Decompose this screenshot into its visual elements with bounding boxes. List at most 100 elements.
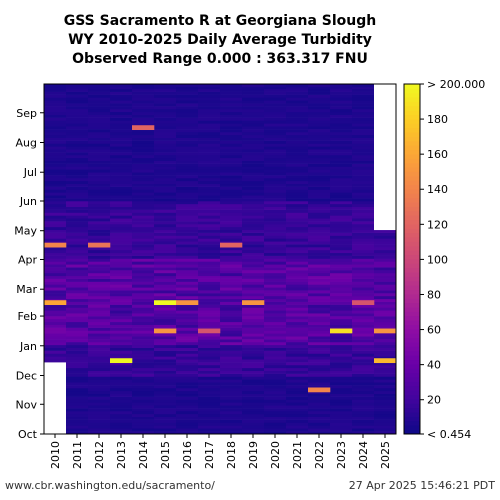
heatmap-cell: [176, 287, 199, 291]
heatmap-cell: [308, 261, 331, 265]
heatmap-cell: [44, 163, 67, 167]
heatmap-cell: [110, 226, 133, 231]
heatmap-cell: [44, 123, 67, 127]
heatmap-cell: [88, 359, 111, 363]
heatmap-cell: [374, 344, 397, 348]
heatmap-cell: [286, 287, 309, 291]
y-tick-label-jul: Jul: [23, 166, 37, 179]
heatmap-cell: [176, 272, 199, 277]
heatmap-cell: [132, 175, 155, 179]
heatmap-cell: [330, 290, 353, 294]
heatmap-cell: [352, 359, 375, 363]
heatmap-cell: [44, 189, 67, 193]
heatmap-cell: [330, 336, 353, 340]
heatmap-cell: [88, 307, 111, 311]
heatmap-cell: [330, 232, 353, 236]
heatmap-cell: [220, 255, 243, 259]
heatmap-cell: [154, 126, 177, 130]
heatmap-cell: [286, 336, 309, 340]
heatmap-cell: [374, 293, 397, 297]
heatmap-cell: [176, 229, 199, 233]
heatmap-cell: [110, 318, 133, 323]
heatmap-cell: [110, 405, 133, 409]
heatmap-cell: [154, 295, 177, 300]
heatmap-cell: [308, 146, 331, 150]
heatmap-cell: [242, 154, 265, 159]
heatmap-cell: [110, 152, 133, 156]
heatmap-cell: [286, 318, 309, 323]
heatmap-cell: [220, 327, 243, 331]
heatmap-cell: [88, 212, 111, 216]
heatmap-cell: [374, 100, 397, 104]
heatmap-cell: [374, 175, 397, 179]
heatmap-cell: [242, 359, 265, 363]
heatmap-cell: [374, 267, 397, 271]
heatmap-cell: [132, 172, 155, 176]
heatmap-cell: [110, 313, 133, 317]
heatmap-cell: [264, 235, 287, 239]
heatmap-cell: [308, 258, 331, 262]
heatmap-cell: [66, 175, 89, 179]
heatmap-cell: [220, 298, 243, 302]
heatmap-cell: [88, 431, 111, 435]
heatmap-cell: [264, 183, 287, 187]
heatmap-cell: [176, 146, 199, 150]
heatmap-cell: [286, 313, 309, 317]
heatmap-cell: [110, 238, 133, 242]
x-tick-label-2017: 2017: [203, 441, 216, 469]
heatmap-cell: [242, 379, 265, 383]
heatmap-cell: [132, 327, 155, 331]
colorbar-segment: [404, 224, 420, 229]
heatmap-cell: [110, 247, 133, 251]
heatmap-cell: [198, 419, 221, 423]
colorbar-segment: [404, 162, 420, 168]
heatmap-cell: [352, 134, 375, 138]
heatmap-cell: [352, 402, 375, 406]
heatmap-cell: [44, 284, 67, 288]
heatmap-cell: [352, 376, 375, 380]
heatmap-cell: [176, 258, 199, 262]
heatmap-cell: [220, 137, 243, 141]
heatmap-cell: [330, 339, 353, 343]
heatmap-cell: [352, 393, 375, 397]
heatmap-cell: [176, 324, 199, 328]
heatmap-cell: [132, 88, 155, 92]
heatmap-cell: [88, 290, 111, 294]
heatmap-cell: [330, 195, 353, 199]
heatmap-cell: [198, 272, 221, 277]
heatmap-cell: [220, 316, 243, 320]
turbidity-event-2017-jan: [198, 328, 221, 334]
heatmap-cell: [110, 172, 133, 176]
colorbar-segment: [404, 350, 420, 356]
heatmap-cell: [132, 123, 155, 127]
heatmap-cell: [330, 350, 353, 354]
heatmap-cell: [44, 149, 67, 153]
heatmap-cell: [88, 333, 111, 337]
heatmap-cell: [374, 117, 397, 121]
heatmap-cell: [66, 416, 89, 420]
heatmap-column-2020: [264, 84, 287, 435]
heatmap-cell: [308, 106, 331, 110]
heatmap-cell: [352, 212, 375, 216]
heatmap-cell: [176, 321, 199, 325]
heatmap-cell: [132, 169, 155, 173]
heatmap-cell: [264, 172, 287, 176]
heatmap-cell: [352, 88, 375, 92]
heatmap-cell: [242, 264, 265, 268]
heatmap-cell: [176, 261, 199, 265]
heatmap-cell: [330, 298, 353, 302]
heatmap-cell: [374, 183, 397, 187]
heatmap-cell: [220, 379, 243, 383]
heatmap-cell: [66, 405, 89, 409]
heatmap-cell: [154, 177, 177, 182]
heatmap-cell: [308, 252, 331, 256]
heatmap-cell: [330, 399, 353, 403]
heatmap-cell: [198, 413, 221, 418]
heatmap-cell: [132, 264, 155, 268]
heatmap-cell: [242, 103, 265, 107]
heatmap-cell: [242, 333, 265, 337]
heatmap-cell: [154, 200, 177, 205]
heatmap-cell: [330, 275, 353, 279]
heatmap-cell: [286, 290, 309, 294]
colorbar-segment: [404, 237, 420, 242]
